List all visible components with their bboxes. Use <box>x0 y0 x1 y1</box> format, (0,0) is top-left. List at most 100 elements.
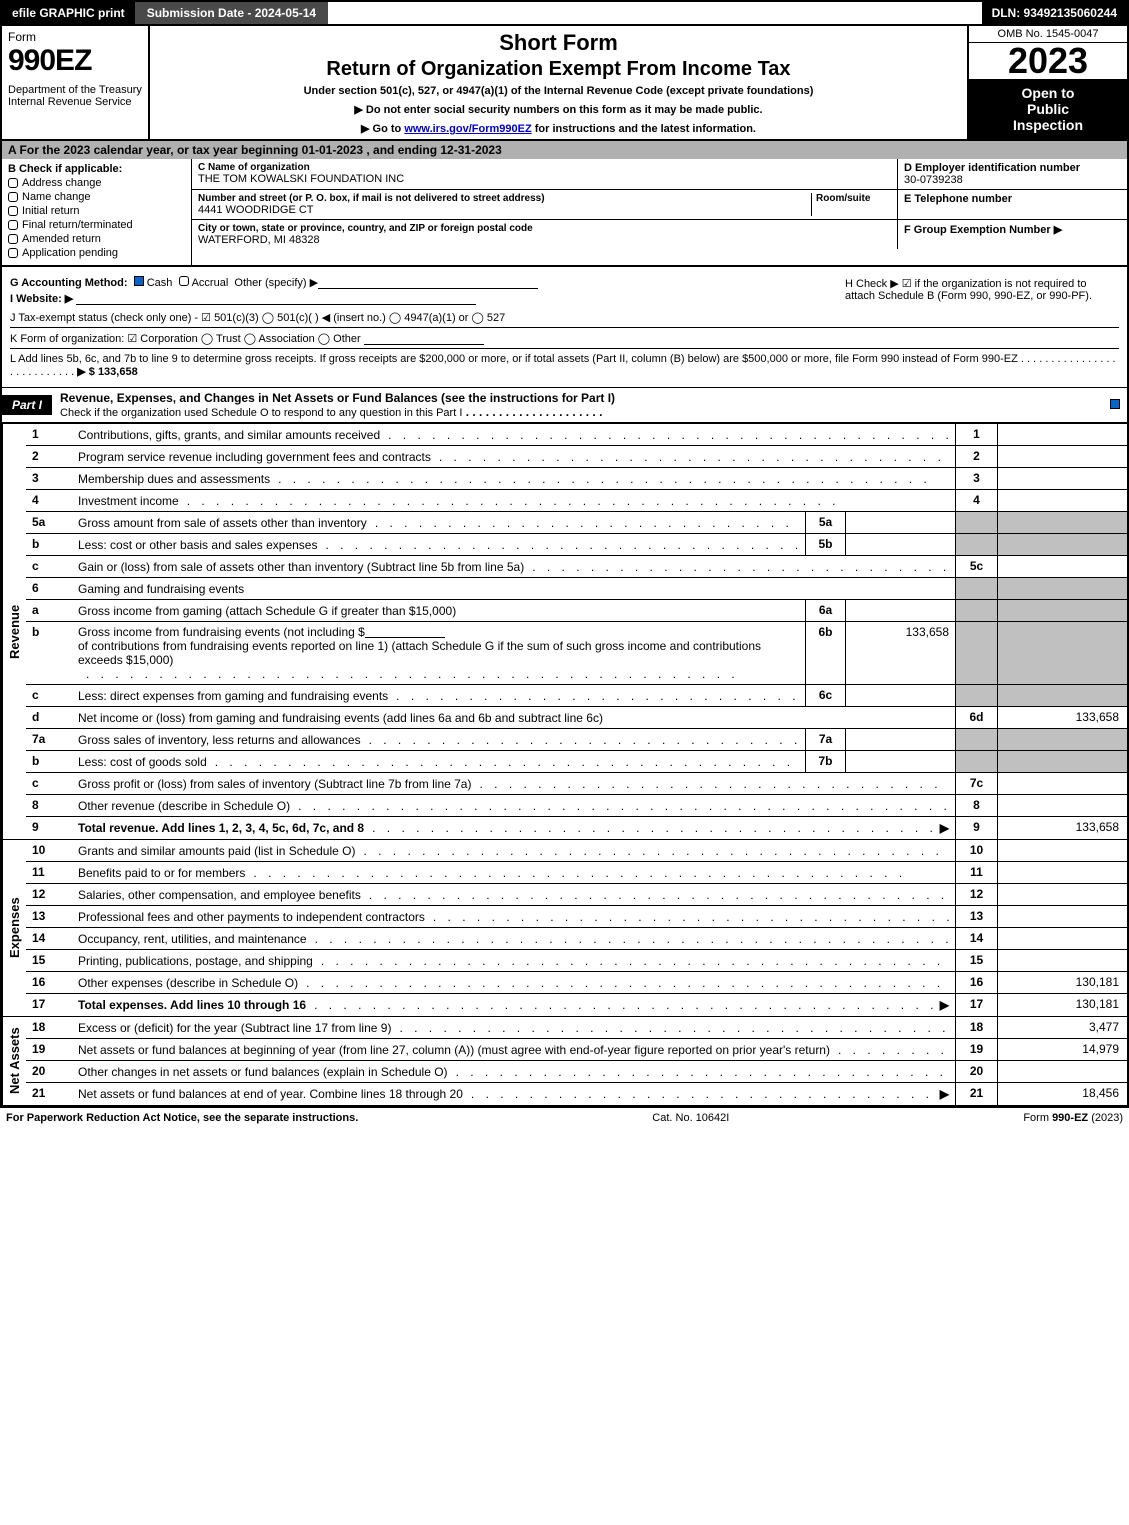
col-num-grey <box>955 685 997 706</box>
other-option: Other (specify) ▶ <box>234 277 318 289</box>
line-desc: Less: direct expenses from gaming and fu… <box>72 685 805 706</box>
line-desc: Other expenses (describe in Schedule O).… <box>72 972 955 993</box>
line-3: 3 Membership dues and assessments. . . .… <box>26 468 1127 490</box>
header-left: Form 990EZ Department of the Treasury In… <box>2 26 150 139</box>
col-val-grey <box>997 622 1127 684</box>
city-label: City or town, state or province, country… <box>198 223 891 234</box>
desc-text: Gaming and fundraising events <box>78 582 244 596</box>
line-9: 9 Total revenue. Add lines 1, 2, 3, 4, 5… <box>26 817 1127 839</box>
line-5c: c Gain or (loss) from sale of assets oth… <box>26 556 1127 578</box>
col-val <box>997 795 1127 816</box>
line-num: 7a <box>26 729 72 750</box>
line-num: d <box>26 707 72 728</box>
efile-print-button[interactable]: efile GRAPHIC print <box>2 2 137 24</box>
check-address-change[interactable]: Address change <box>8 177 185 189</box>
line-14: 14 Occupancy, rent, utilities, and maint… <box>26 928 1127 950</box>
dots: . . . . . . . . . . . . . . . . . . . . … <box>306 998 936 1012</box>
footer-left: For Paperwork Reduction Act Notice, see … <box>6 1112 358 1124</box>
desc-text: Salaries, other compensation, and employ… <box>78 888 361 902</box>
address-value: 4441 WOODRIDGE CT <box>198 204 811 216</box>
line-desc: Contributions, gifts, grants, and simila… <box>72 424 955 445</box>
section-b: B Check if applicable: Address change Na… <box>2 159 192 265</box>
line-num: 18 <box>26 1017 72 1038</box>
check-application-pending[interactable]: Application pending <box>8 247 185 259</box>
line-num: 10 <box>26 840 72 861</box>
col-num: 17 <box>955 994 997 1016</box>
sub-num: 6a <box>805 600 845 621</box>
cash-option: Cash <box>147 277 173 289</box>
check-initial-return[interactable]: Initial return <box>8 205 185 217</box>
col-num: 21 <box>955 1083 997 1105</box>
col-val: 133,658 <box>997 817 1127 839</box>
col-num-grey <box>955 729 997 750</box>
col-val-grey <box>997 600 1127 621</box>
col-num: 19 <box>955 1039 997 1060</box>
line-1: 1 Contributions, gifts, grants, and simi… <box>26 424 1127 446</box>
line-num: 12 <box>26 884 72 905</box>
netassets-vside: Net Assets <box>2 1017 26 1105</box>
open-line1: Open to <box>973 85 1123 101</box>
dots: . . . . . . . . . . . . . . . . . . . . … <box>391 1021 949 1035</box>
sub-num: 5a <box>805 512 845 533</box>
col-num: 9 <box>955 817 997 839</box>
line-num: 11 <box>26 862 72 883</box>
col-num: 1 <box>955 424 997 445</box>
desc-text: Gross amount from sale of assets other t… <box>78 516 367 530</box>
check-final-return[interactable]: Final return/terminated <box>8 219 185 231</box>
dots: . . . . . . . . . . . . . . . . . . . . … <box>431 450 949 464</box>
dots: . . . . . . . . . . . . . . . . . . . . … <box>361 733 799 747</box>
website-input[interactable] <box>76 293 476 305</box>
line-desc: Investment income. . . . . . . . . . . .… <box>72 490 955 511</box>
check-label: Initial return <box>22 205 79 217</box>
checkbox-filled-icon <box>134 276 144 286</box>
line-11: 11 Benefits paid to or for members. . . … <box>26 862 1127 884</box>
dots: . . . . . . . . . . . . . . . . . . . . … <box>307 932 949 946</box>
checkbox-filled-icon <box>1110 399 1120 409</box>
line-num: 8 <box>26 795 72 816</box>
line-19: 19 Net assets or fund balances at beginn… <box>26 1039 1127 1061</box>
contrib-input[interactable] <box>365 626 445 638</box>
sub-val <box>845 751 955 772</box>
footer: For Paperwork Reduction Act Notice, see … <box>0 1107 1129 1128</box>
line-6: 6 Gaming and fundraising events <box>26 578 1127 600</box>
col-val-grey <box>997 512 1127 533</box>
part1-check[interactable] <box>1103 398 1127 412</box>
checkbox-icon <box>8 206 18 216</box>
line-17: 17 Total expenses. Add lines 10 through … <box>26 994 1127 1016</box>
check-name-change[interactable]: Name change <box>8 191 185 203</box>
other-org-input[interactable] <box>364 333 484 345</box>
check-amended-return[interactable]: Amended return <box>8 233 185 245</box>
sub-val <box>845 512 955 533</box>
form-title: Return of Organization Exempt From Incom… <box>156 58 961 81</box>
line-num: 3 <box>26 468 72 489</box>
dots: . . . . . . . . . . . . . . . . . . . . … <box>298 976 949 990</box>
irs-link[interactable]: www.irs.gov/Form990EZ <box>404 123 531 135</box>
col-val <box>997 1061 1127 1082</box>
sub-num: 7b <box>805 751 845 772</box>
desc-text: Program service revenue including govern… <box>78 450 431 464</box>
line-20: 20 Other changes in net assets or fund b… <box>26 1061 1127 1083</box>
col-val-grey <box>997 685 1127 706</box>
line-desc: Benefits paid to or for members. . . . .… <box>72 862 955 883</box>
line-15: 15 Printing, publications, postage, and … <box>26 950 1127 972</box>
dln-label: DLN: 93492135060244 <box>982 2 1127 24</box>
line-desc: Other revenue (describe in Schedule O). … <box>72 795 955 816</box>
col-val: 130,181 <box>997 994 1127 1016</box>
line-num: 9 <box>26 817 72 839</box>
submission-date-button[interactable]: Submission Date - 2024-05-14 <box>137 2 328 24</box>
line-18: 18 Excess or (deficit) for the year (Sub… <box>26 1017 1127 1039</box>
accrual-option: Accrual <box>192 277 229 289</box>
ein-label: D Employer identification number <box>904 162 1121 174</box>
form-word: Form <box>8 30 142 44</box>
sub-num: 5b <box>805 534 845 555</box>
other-specify-input[interactable] <box>318 277 538 289</box>
instr2-pre: ▶ Go to <box>361 123 404 135</box>
dots: . . . . . . . . . . . . . . . . . . . . … <box>367 516 799 530</box>
desc-text: Other expenses (describe in Schedule O) <box>78 976 298 990</box>
revenue-vside: Revenue <box>2 424 26 839</box>
org-name: THE TOM KOWALSKI FOUNDATION INC <box>198 173 891 185</box>
col-num: 18 <box>955 1017 997 1038</box>
col-num: 20 <box>955 1061 997 1082</box>
line-6a: a Gross income from gaming (attach Sched… <box>26 600 1127 622</box>
col-val-grey <box>997 729 1127 750</box>
